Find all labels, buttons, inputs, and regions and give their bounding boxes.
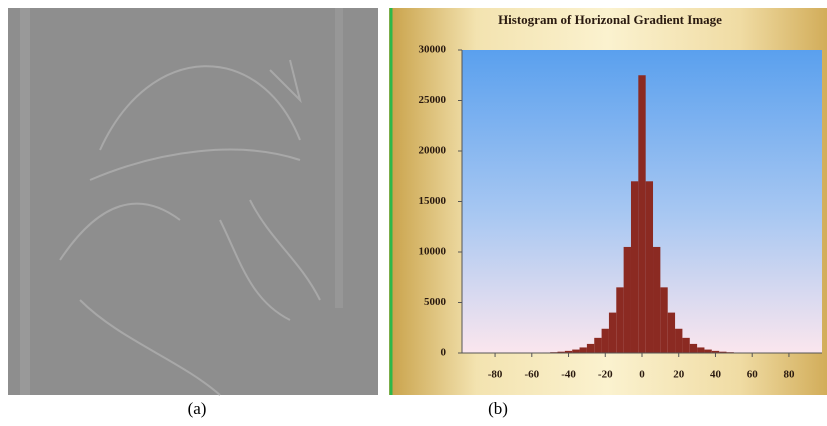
image-stripe: [20, 8, 30, 395]
y-tick-label: 30000: [419, 44, 447, 56]
bar: [660, 287, 667, 353]
x-tick-label: -80: [488, 369, 503, 381]
y-tick-label: 15000: [419, 195, 447, 207]
bar: [587, 344, 594, 353]
x-tick-label: 40: [710, 369, 722, 381]
bar: [646, 181, 653, 353]
x-tick-label: -60: [524, 369, 539, 381]
y-tick-label: 20000: [419, 145, 447, 157]
y-tick-label: 5000: [424, 296, 447, 308]
bar: [704, 350, 711, 353]
gradient-image: [8, 8, 378, 395]
y-tick-label: 10000: [419, 246, 447, 258]
x-tick-label: 60: [747, 369, 759, 381]
bar: [580, 347, 587, 353]
y-tick-label: 25000: [419, 94, 447, 106]
chart-title: Histogram of Horizonal Gradient Image: [498, 12, 722, 27]
bar: [675, 329, 682, 353]
bar: [631, 181, 638, 353]
photo-panel: [8, 8, 378, 395]
x-tick-label: -40: [561, 369, 576, 381]
bar: [594, 338, 601, 353]
y-tick-label: 0: [441, 347, 447, 359]
bar: [638, 75, 645, 353]
x-tick-label: 20: [673, 369, 685, 381]
caption: (b): [488, 399, 508, 418]
x-tick-label: -20: [598, 369, 613, 381]
bar: [690, 344, 697, 353]
bar: [572, 350, 579, 353]
bar: [616, 287, 623, 353]
figure: Histogram of Horizonal Gradient Image (a…: [0, 0, 827, 421]
bar: [624, 247, 631, 353]
x-tick-label: 80: [783, 369, 795, 381]
bar: [602, 329, 609, 353]
image-stripe: [335, 8, 343, 308]
x-tick-label: 0: [639, 369, 645, 381]
bar: [668, 313, 675, 353]
bar: [609, 313, 616, 353]
caption: (a): [188, 399, 207, 418]
bar: [697, 347, 704, 353]
page: Histogram of Horizonal Gradient Image (a…: [0, 0, 827, 421]
bar: [653, 247, 660, 353]
bar: [682, 338, 689, 353]
